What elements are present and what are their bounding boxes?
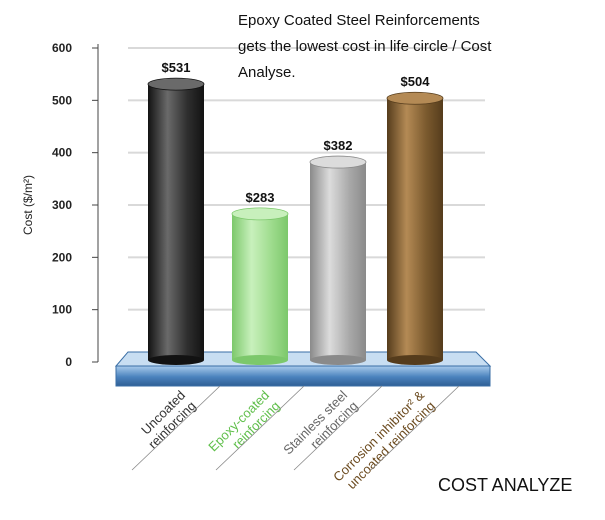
chart-title-line-1: Epoxy Coated Steel Reinforcements [238,12,480,29]
category-divider [131,385,221,471]
gridline [128,204,485,206]
bars [147,77,444,365]
bar-body [310,162,366,360]
category-divider [215,385,305,471]
data-label: $504 [401,74,431,89]
y-axis-label: Cost ($/m²) [21,175,35,235]
gridline [128,99,485,102]
bar-body [232,213,288,360]
chart-title-line-3: Analyse. [238,64,296,81]
y-tick-label: 600 [52,41,72,55]
y-axis: 0 100 200 300 400 500 600 Cost ($/m²) [21,41,99,369]
bar [231,207,289,365]
footer-label: COST ANALYZE [438,475,573,495]
bar-base-cap [310,355,366,365]
bar [147,77,205,365]
bar-top-cap [386,91,444,105]
value-labels: $531 $283 $382 $504 [162,60,431,205]
bar-top-cap [147,77,205,91]
bar [309,155,367,365]
y-tick-label: 200 [52,250,72,264]
category-label: Epoxy-coatedreinforcing [205,388,282,465]
category-divider [293,385,383,471]
bar-body [148,84,204,361]
y-tick-label: 400 [52,146,72,160]
bar-top-cap [231,207,289,221]
bar-body [387,98,443,361]
category-label: Uncoatedreinforcing [135,388,199,452]
platform-front [115,365,491,387]
chart-title-line-2: gets the lowest cost in life circle / Co… [238,38,492,55]
bar-base-cap [232,355,288,365]
bar-base-cap [148,355,204,365]
y-tick-label: 0 [65,355,72,369]
bar [386,91,444,365]
category-labels: Uncoatedreinforcing Epoxy-coatedreinforci… [131,385,460,492]
y-tick-label: 300 [52,198,72,212]
gridline [128,47,485,49]
gridlines [128,47,485,311]
gridline [128,151,485,154]
category-divider [370,385,460,471]
gridline [128,256,485,259]
data-label: $382 [324,138,353,153]
y-tick-label: 100 [52,303,72,317]
y-tick-label: 500 [52,93,72,107]
data-label: $283 [246,190,275,205]
gridline [128,308,485,311]
data-label: $531 [162,60,191,75]
bar-base-cap [387,355,443,365]
bar-top-cap [309,155,367,169]
